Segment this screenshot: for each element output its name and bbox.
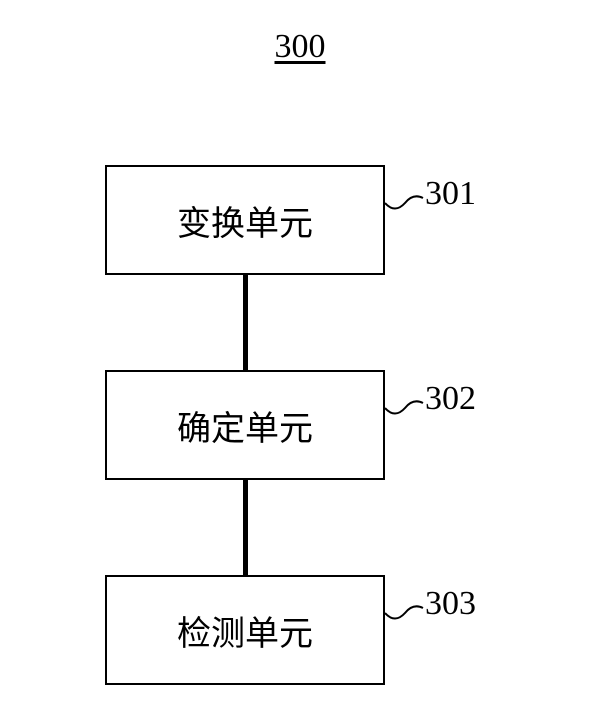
diagram-title: 300 xyxy=(275,28,326,66)
node-label-303: 303 xyxy=(425,585,476,623)
node-detect-unit: 检测单元 xyxy=(105,575,385,685)
node-text: 变换单元 xyxy=(177,196,313,245)
node-determine-unit: 确定单元 xyxy=(105,370,385,480)
node-text: 检测单元 xyxy=(177,606,313,655)
lead-line-303 xyxy=(385,600,425,630)
node-label-301: 301 xyxy=(425,175,476,213)
lead-line-302 xyxy=(385,395,425,425)
node-text: 确定单元 xyxy=(177,401,313,450)
connector-1-2 xyxy=(243,275,248,370)
lead-line-301 xyxy=(385,190,425,220)
connector-2-3 xyxy=(243,480,248,575)
diagram-container: 300 变换单元 301 确定单元 302 检测单元 303 xyxy=(0,0,600,720)
node-label-302: 302 xyxy=(425,380,476,418)
node-transform-unit: 变换单元 xyxy=(105,165,385,275)
